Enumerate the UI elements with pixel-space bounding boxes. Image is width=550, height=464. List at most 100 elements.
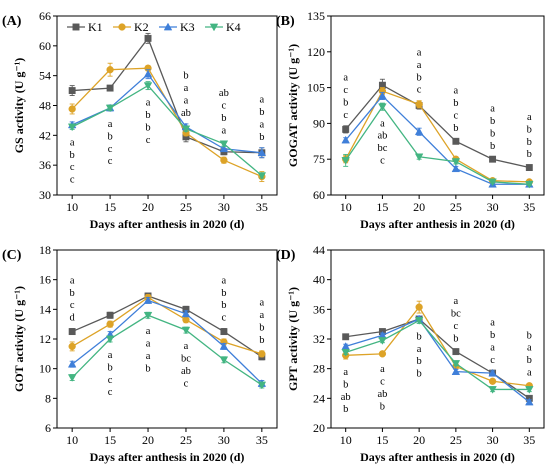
significance-letter: c [343,85,348,96]
data-point [414,153,424,162]
chart-panel-1: (A) 10 15 20 25 30 35 30 36 42 48 54 60 66 Days after … [2,9,278,231]
data-point [219,342,229,350]
significance-letter: a [417,48,422,59]
significance-letter: c [380,376,385,387]
x-tick-label: 35 [256,200,268,214]
data-point [257,148,267,157]
significance-letter: bc [377,143,387,154]
significance-letter: b [490,141,495,152]
legend-label: K3 [180,20,195,34]
series-K3 [341,314,534,406]
y-tick-label: 14 [39,302,51,316]
significance-letter: b [343,379,348,390]
legend-marker [163,22,173,31]
significance-letter: a [259,119,264,130]
legend-marker [209,23,219,32]
data-point [219,144,229,153]
x-tick-label: 25 [180,433,192,447]
significance-letter: c [417,85,422,96]
series-line [345,94,530,185]
x-tick-label: 30 [487,200,499,214]
significance-letter: a [490,318,495,329]
series-line [71,296,263,355]
data-point [105,104,115,113]
significance-letter: a [259,298,264,309]
x-tick-label: 35 [523,433,535,447]
series-line [71,67,263,178]
y-tick-label: 105 [307,81,325,95]
significance-letter: b [417,369,422,380]
data-point [488,368,497,377]
x-tick-label: 15 [376,200,388,214]
y-tick-label: 40 [313,273,325,287]
data-point [341,135,350,144]
y-tick-label: 54 [39,69,51,83]
significance-letter: ab [377,389,387,400]
significance-letter: c [108,387,113,398]
significance-letter: a [146,351,151,362]
data-point [341,349,350,357]
y-tick-label: 48 [39,99,51,113]
significance-letter: c [70,162,75,173]
data-point [452,137,460,145]
data-point [181,309,191,318]
chart-panel-2: (B) 10 15 20 25 30 35 60 75 90 105 120 135 Days after… [276,9,545,231]
significance-letter: a [108,119,113,130]
y-axis-title: GOT activity (U g⁻¹) [12,286,26,392]
x-tick-label: 10 [66,433,78,447]
y-tick-label: 120 [307,45,325,59]
series-line [71,84,263,177]
series-K2 [342,87,533,186]
series-K2 [68,62,266,183]
y-tick-label: 30 [39,188,51,202]
significance-letter: a [146,326,151,337]
panel-label: (B) [276,14,295,29]
significance-letter: a [222,125,227,136]
series-line [71,299,263,384]
significance-letter: a [184,341,189,352]
data-point [143,69,153,78]
plot-frame [330,249,545,429]
significance-letter: c [108,156,113,167]
series-K1 [342,315,533,402]
significance-letter: b [343,404,348,415]
significance-letter: ab [219,88,229,99]
significance-letter: b [221,300,226,311]
significance-letter: b [259,322,264,333]
y-tick-label: 24 [313,391,325,405]
data-point [144,34,152,42]
significance-letter: b [221,288,226,299]
data-point [451,367,461,375]
significance-letter: b [70,288,75,299]
significance-letter: b [417,331,422,342]
y-axis-title: GPT activity (U g⁻¹) [286,287,300,391]
y-tick-label: 135 [307,9,325,23]
legend-marker [118,23,126,31]
y-tick-label: 90 [313,116,325,130]
series-K2 [68,293,266,358]
data-point [67,123,77,132]
x-tick-label: 15 [104,433,116,447]
data-point [68,328,76,336]
data-point [68,87,76,95]
y-tick-label: 6 [45,421,51,435]
x-tick-label: 30 [218,200,230,214]
significance-letter: c [222,313,227,324]
significance-letter: a [184,95,189,106]
significance-letter: a [184,83,189,94]
significance-letter: b [527,149,532,160]
x-tick-label: 10 [340,200,352,214]
legend-label: K2 [134,20,149,34]
data-point [525,397,534,406]
significance-letter: b [380,401,385,412]
chart-panel-4: (D) 10 15 20 25 30 35 20 24 28 32 36 40 44 Days after … [276,243,545,464]
series-line [345,318,530,403]
x-tick-label: 20 [413,200,425,214]
x-tick-label: 30 [487,433,499,447]
significance-letter: c [490,355,495,366]
significance-letter: b [417,356,422,367]
panel-label: (A) [2,14,22,29]
data-point [257,381,267,390]
significance-letter: ab [181,366,191,377]
data-point [525,180,534,189]
